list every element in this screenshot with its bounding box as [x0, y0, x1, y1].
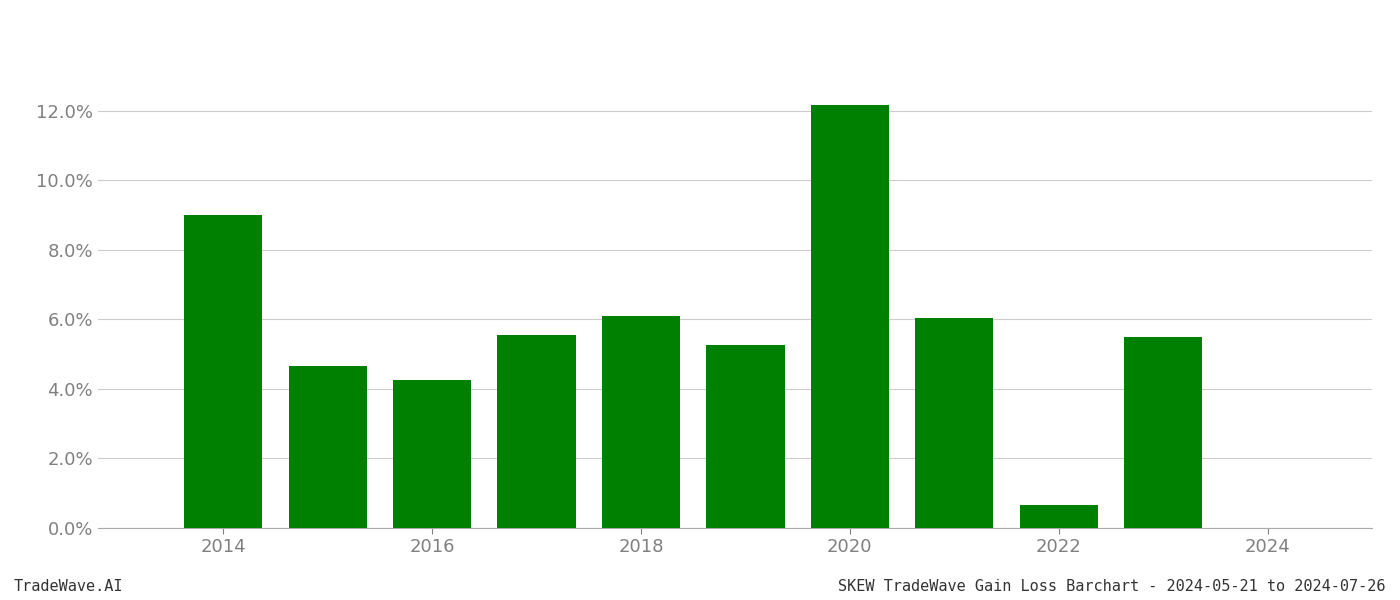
Bar — [497, 335, 575, 528]
Bar — [916, 317, 994, 528]
Bar — [1019, 505, 1098, 528]
Text: TradeWave.AI: TradeWave.AI — [14, 579, 123, 594]
Bar — [393, 380, 472, 528]
Bar — [1124, 337, 1203, 528]
Bar — [811, 106, 889, 528]
Bar — [185, 215, 262, 528]
Text: SKEW TradeWave Gain Loss Barchart - 2024-05-21 to 2024-07-26: SKEW TradeWave Gain Loss Barchart - 2024… — [839, 579, 1386, 594]
Bar — [602, 316, 680, 528]
Bar — [288, 366, 367, 528]
Bar — [706, 346, 784, 528]
